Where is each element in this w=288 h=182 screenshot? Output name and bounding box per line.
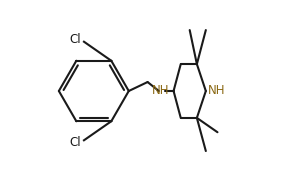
Text: Cl: Cl bbox=[69, 33, 81, 46]
Text: NH: NH bbox=[152, 84, 170, 98]
Text: NH: NH bbox=[208, 84, 225, 98]
Text: Cl: Cl bbox=[69, 136, 81, 149]
